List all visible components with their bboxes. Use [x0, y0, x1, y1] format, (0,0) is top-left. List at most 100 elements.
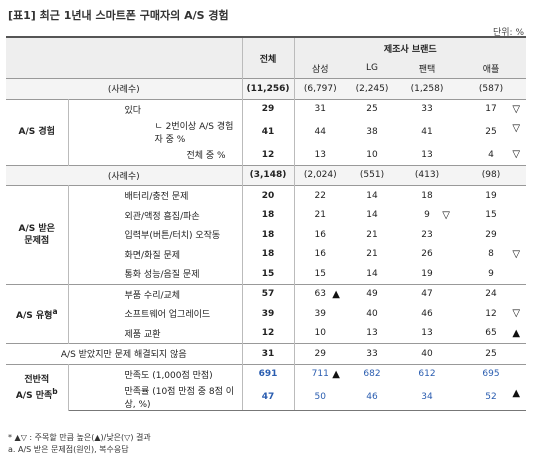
row: 전체 중 % 12 13 10 13 4 ▽: [6, 145, 526, 165]
brand-cell: 21: [294, 206, 346, 226]
cell-value: 26: [421, 249, 433, 260]
cell-value: 50: [314, 392, 326, 402]
row: 외관/액정 흠집/파손 18 21 14 9 ▽ 15: [6, 205, 526, 226]
brand-cell: (2,245): [346, 78, 398, 99]
total-cell: 691: [241, 363, 295, 384]
cell-value: 8: [488, 249, 494, 260]
brand-cell: 33: [346, 343, 398, 364]
cell-value: 9: [424, 210, 430, 221]
brand-cell: 16: [294, 245, 346, 265]
total-cell: (3,148): [241, 164, 295, 186]
brand-cell: 40: [398, 343, 456, 364]
cell-value: (2,024): [303, 170, 337, 181]
brand-cell: 14: [346, 185, 398, 206]
cell-value: (1,258): [410, 83, 444, 94]
cell-value: 33: [421, 104, 433, 115]
flag-mark: ▽: [512, 123, 521, 134]
brand-cell: 10: [346, 145, 398, 165]
brand-cell: 15: [456, 206, 526, 226]
cell-value: 16: [314, 229, 326, 240]
row: 소프트웨어 업그레이드 39 39 40 46 12 ▽: [6, 304, 526, 324]
brand-cell: (587): [456, 78, 527, 99]
cell-value: 14: [366, 268, 378, 279]
cell-value: 13: [421, 328, 433, 339]
brand-cell: 711 ▲: [294, 363, 346, 384]
cell-value: 13: [314, 149, 326, 160]
cell-value: 33: [366, 348, 378, 359]
cell-value: (6,797): [303, 83, 337, 94]
brand-cell: 8 ▽: [456, 245, 526, 265]
cell-value: 41: [421, 127, 433, 137]
row-label: 소프트웨어 업그레이드: [124, 310, 211, 321]
cell-value: (2,245): [355, 83, 389, 94]
row-label: 제품 교환: [124, 329, 161, 340]
brand-cell: 29: [294, 343, 346, 364]
cell-value: 65: [485, 328, 497, 339]
brand-cell: 52 ▲: [456, 384, 527, 411]
row-label: 통화 성능/음질 문제: [124, 270, 200, 281]
brand-cell: 12 ▽: [456, 304, 526, 324]
row-label: 만족률 (10점 만점 중 8점 이상, %): [68, 384, 242, 411]
cell-value: 10: [366, 149, 378, 160]
row-label: 배터리/충전 문제: [68, 185, 242, 206]
row-label: 외관/액정 흠집/파손: [124, 211, 200, 222]
cell-value: 612: [418, 369, 436, 380]
cell-value: 25: [485, 348, 497, 359]
row: 만족률 (10점 만점 중 8점 이상, %) 47 50 46 34 52 ▲: [6, 384, 527, 411]
total-cell: 20: [241, 185, 295, 206]
brand-cell: (2,024): [294, 164, 346, 186]
cell-value: 15: [314, 268, 326, 279]
row: A/S 받았지만 문제 해결되지 않음 31 29 33 40 25: [6, 343, 527, 364]
cell-value: 14: [366, 210, 378, 221]
flag-mark: ▽: [512, 149, 521, 160]
cell-value: 711: [311, 369, 329, 380]
cell-value: 40: [366, 308, 378, 319]
row: A/S 유형a 부품 수리/교체 57 63 ▲ 49 47 24: [6, 283, 527, 344]
row: 제품 교환 12 10 13 13 65 ▲: [6, 323, 526, 344]
brand-cell: 21: [346, 225, 398, 245]
cell-value: 46: [366, 392, 378, 402]
brand-cell: 13: [398, 145, 456, 165]
brand-cell: 10: [294, 324, 346, 344]
cell-value: 25: [366, 104, 378, 115]
row: A/S 경험 있다 29 31 25 33 17 ▽: [6, 98, 527, 165]
header-blank: [6, 36, 242, 79]
cell-value: 29: [485, 229, 497, 240]
cell-value: 38: [366, 127, 378, 137]
group-sup: a: [52, 306, 58, 316]
cell-value: 31: [314, 104, 326, 115]
flag-mark: ▽: [512, 103, 521, 115]
flag-mark: ▲: [332, 368, 340, 380]
table: 전체 제조사 브랜드 삼성 LG 팬택 애플 (사례수) (11,256) (6,797)…: [6, 36, 527, 411]
cell-value: (587): [478, 83, 504, 94]
row-label: A/S 받았지만 문제 해결되지 않음: [6, 343, 242, 364]
cell-value: 9: [488, 268, 494, 279]
flag-mark: ▲: [512, 388, 521, 399]
row: ㄴ 2번이상 A/S 경험자 중 % 41 44 38 41 25 ▽: [6, 119, 526, 145]
brand-cell: 25: [456, 343, 527, 364]
cell-value: (98): [481, 170, 501, 181]
cell-value: 25: [485, 127, 497, 137]
group-line: A/S 받은: [18, 223, 55, 234]
brand-cell: 31: [294, 98, 346, 119]
cell-value: 21: [314, 210, 326, 221]
brand-header-row: 삼성 LG 팬택 애플: [6, 58, 527, 79]
cell-value: 49: [366, 289, 378, 300]
cell-value: 17: [485, 104, 497, 115]
total-cell: 12: [241, 145, 295, 165]
cell-value: 16: [314, 249, 326, 260]
brand-cell: 14: [346, 264, 398, 284]
cell-value: 18: [421, 190, 433, 201]
brand-cell: 41: [398, 119, 456, 145]
brand-cell: 46: [346, 384, 398, 411]
row-label: (사례수): [6, 164, 242, 186]
row: 전반적 A/S 만족b 만족도 (1,000점 만점) 691 711 ▲ 682 612 69…: [6, 363, 527, 411]
brand-cell: 50: [294, 384, 346, 411]
cell-value: 21: [366, 249, 378, 260]
group-line: 전반적: [24, 374, 50, 385]
cell-value: 19: [485, 190, 497, 201]
brand-cell: 65 ▲: [456, 324, 526, 344]
brand-cell: 63 ▲: [294, 283, 346, 304]
cell-value: 34: [421, 392, 433, 402]
brand-cell: 15: [294, 264, 346, 284]
